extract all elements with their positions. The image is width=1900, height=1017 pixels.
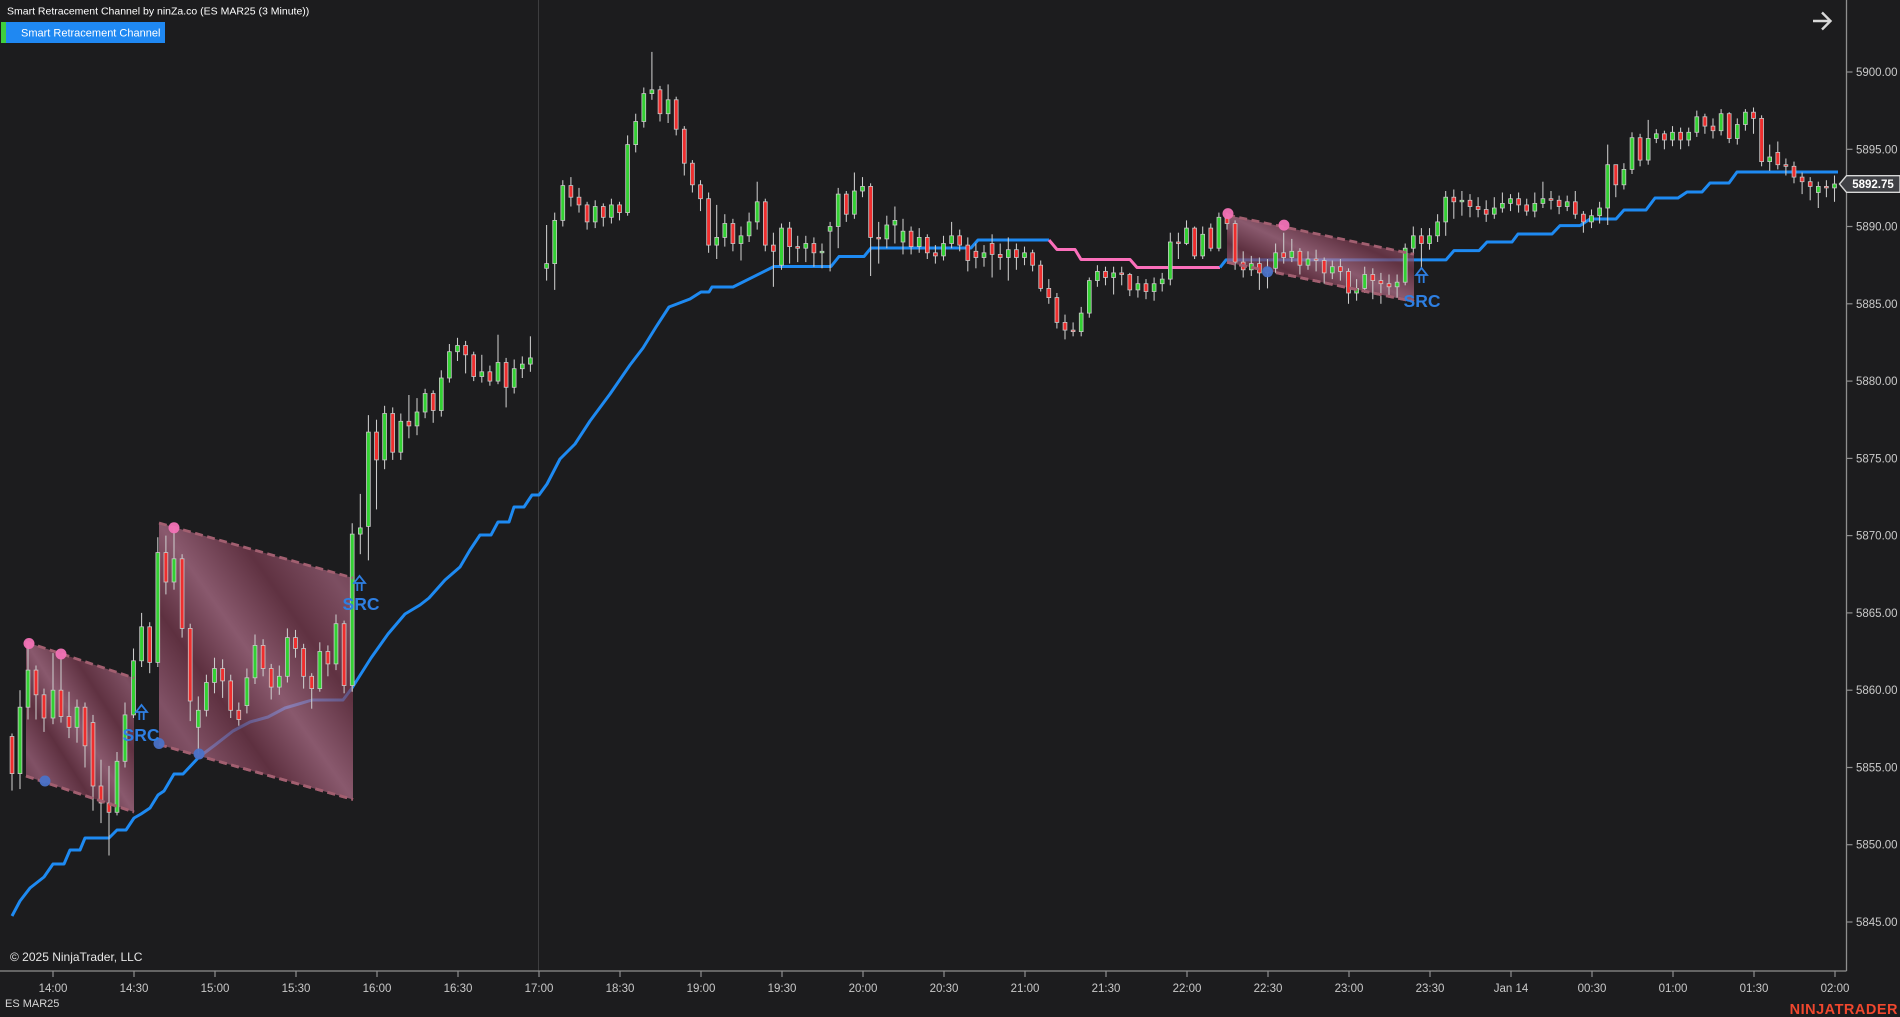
svg-text:5880.00: 5880.00 — [1856, 376, 1898, 388]
svg-text:20:30: 20:30 — [930, 983, 959, 995]
svg-text:22:00: 22:00 — [1173, 983, 1202, 995]
svg-text:01:30: 01:30 — [1740, 983, 1769, 995]
svg-text:5865.00: 5865.00 — [1856, 608, 1898, 620]
svg-text:SRC: SRC — [343, 594, 380, 614]
svg-text:Jan 14: Jan 14 — [1494, 983, 1529, 995]
svg-text:5845.00: 5845.00 — [1856, 917, 1898, 929]
svg-text:5870.00: 5870.00 — [1856, 531, 1898, 543]
svg-text:16:00: 16:00 — [363, 983, 392, 995]
svg-text:14:30: 14:30 — [120, 983, 149, 995]
svg-text:5890.00: 5890.00 — [1856, 222, 1898, 234]
svg-text:5895.00: 5895.00 — [1856, 144, 1898, 156]
svg-text:16:30: 16:30 — [444, 983, 473, 995]
svg-text:14:00: 14:00 — [39, 983, 68, 995]
svg-text:5892.75: 5892.75 — [1852, 179, 1894, 191]
svg-text:22:30: 22:30 — [1254, 983, 1283, 995]
svg-text:17:00: 17:00 — [525, 983, 554, 995]
svg-text:19:30: 19:30 — [768, 983, 797, 995]
svg-text:© 2025 NinjaTrader, LLC: © 2025 NinjaTrader, LLC — [10, 950, 143, 964]
svg-text:18:30: 18:30 — [606, 983, 635, 995]
svg-text:SRC: SRC — [123, 725, 160, 745]
svg-text:5850.00: 5850.00 — [1856, 840, 1898, 852]
svg-text:5885.00: 5885.00 — [1856, 299, 1898, 311]
svg-text:20:00: 20:00 — [849, 983, 878, 995]
svg-text:5860.00: 5860.00 — [1856, 685, 1898, 697]
svg-text:NINJATRADER: NINJATRADER — [1790, 1002, 1898, 1017]
svg-text:5900.00: 5900.00 — [1856, 67, 1898, 79]
svg-text:5875.00: 5875.00 — [1856, 453, 1898, 465]
svg-text:21:30: 21:30 — [1092, 983, 1121, 995]
svg-text:15:30: 15:30 — [282, 983, 311, 995]
svg-text:ES MAR25: ES MAR25 — [5, 998, 59, 1010]
svg-text:21:00: 21:00 — [1011, 983, 1040, 995]
svg-text:23:00: 23:00 — [1335, 983, 1364, 995]
svg-text:00:30: 00:30 — [1578, 983, 1607, 995]
svg-text:23:30: 23:30 — [1416, 983, 1445, 995]
svg-text:Smart Retracement Channel: Smart Retracement Channel — [21, 28, 160, 40]
svg-text:19:00: 19:00 — [687, 983, 716, 995]
svg-text:5855.00: 5855.00 — [1856, 763, 1898, 775]
svg-text:15:00: 15:00 — [201, 983, 230, 995]
svg-text:01:00: 01:00 — [1659, 983, 1688, 995]
svg-text:02:00: 02:00 — [1821, 983, 1850, 995]
svg-text:SRC: SRC — [1404, 291, 1441, 311]
svg-text:Smart Retracement Channel by n: Smart Retracement Channel by ninZa.co (E… — [7, 6, 309, 18]
